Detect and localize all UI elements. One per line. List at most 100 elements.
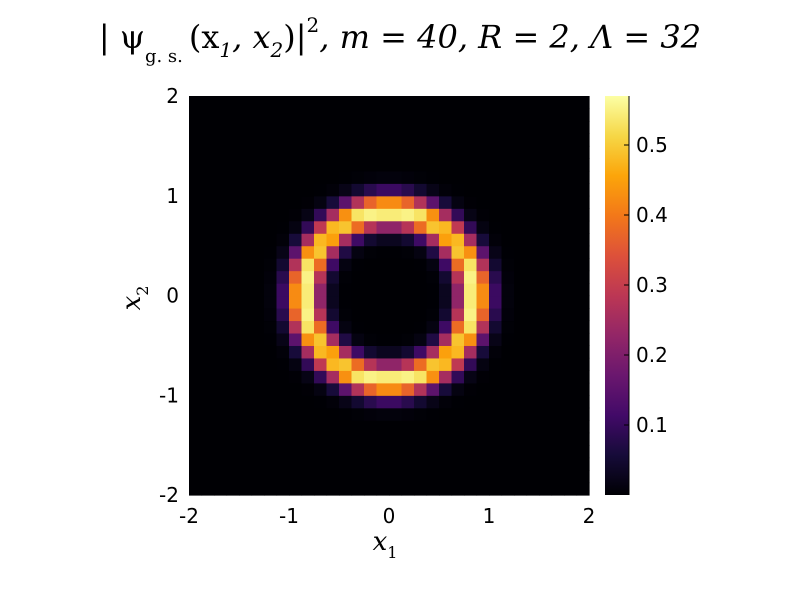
heatmap-cell: [414, 145, 428, 159]
heatmap-cell: [314, 345, 328, 359]
heatmap-cell: [514, 295, 528, 309]
heatmap-cell: [339, 283, 353, 297]
heatmap-cell: [426, 357, 440, 371]
heatmap-cell: [464, 320, 478, 334]
heatmap-cell: [214, 407, 228, 421]
heatmap-cell: [264, 457, 278, 471]
heatmap-cell: [426, 345, 440, 359]
heatmap-cell: [476, 357, 490, 371]
heatmap-cell: [576, 283, 590, 297]
heatmap-cell: [539, 145, 553, 159]
heatmap-cell: [401, 270, 415, 284]
y-axis-label: x2: [117, 286, 152, 311]
heatmap-cell: [576, 395, 590, 409]
heatmap-cell: [214, 432, 228, 446]
heatmap-cell: [189, 258, 203, 272]
heatmap-cell: [439, 270, 453, 284]
heatmap-cell: [364, 133, 378, 147]
heatmap-cell: [489, 370, 503, 384]
heatmap-cell: [276, 370, 290, 384]
heatmap-cell: [276, 96, 290, 110]
heatmap-cell: [251, 307, 265, 322]
heatmap-cell: [201, 283, 215, 297]
heatmap-cell: [376, 270, 390, 284]
heatmap-cell: [539, 170, 553, 184]
heatmap-cell: [226, 170, 240, 184]
heatmap-cell: [564, 432, 578, 446]
heatmap-cell: [264, 445, 278, 459]
heatmap-cell: [551, 258, 565, 272]
title-prefix: | ψ: [99, 18, 145, 56]
heatmap-cell: [526, 395, 540, 409]
heatmap-cell: [551, 120, 565, 135]
heatmap-cell: [314, 133, 328, 147]
heatmap-cell: [364, 445, 378, 459]
heatmap-cell: [351, 245, 365, 259]
heatmap-cell: [451, 332, 465, 346]
heatmap-cell: [551, 407, 565, 421]
heatmap-cell: [414, 120, 428, 135]
heatmap-cell: [301, 407, 315, 421]
heatmap-cell: [551, 195, 565, 209]
heatmap-cell: [351, 233, 365, 247]
heatmap-cell: [189, 270, 203, 284]
heatmap-cell: [289, 120, 303, 135]
heatmap-cell: [376, 96, 390, 110]
heatmap-cell: [251, 420, 265, 434]
heatmap-cell: [214, 482, 228, 496]
heatmap-cell: [189, 307, 203, 322]
heatmap-cell: [326, 382, 340, 396]
heatmap-cell: [376, 320, 390, 334]
heatmap-cell: [226, 482, 240, 496]
heatmap-cell: [539, 120, 553, 135]
heatmap-cell: [226, 332, 240, 346]
heatmap-cell: [264, 320, 278, 334]
heatmap-cell: [526, 482, 540, 496]
heatmap-cell: [351, 420, 365, 434]
heatmap-cell: [476, 457, 490, 471]
heatmap-cell: [376, 208, 390, 222]
heatmap-cell: [451, 245, 465, 259]
heatmap-cell: [401, 345, 415, 359]
heatmap-cell: [451, 208, 465, 222]
heatmap-cell: [189, 120, 203, 135]
heatmap-cell: [289, 370, 303, 384]
heatmap-cell: [189, 96, 203, 110]
heatmap-cell: [464, 370, 478, 384]
heatmap-cell: [339, 195, 353, 209]
heatmap-cell: [576, 220, 590, 234]
heatmap-cell: [251, 332, 265, 346]
heatmap-cell: [239, 357, 253, 371]
heatmap-cell: [576, 108, 590, 122]
heatmap-cell: [564, 183, 578, 197]
heatmap-cell: [314, 420, 328, 434]
heatmap-cell: [476, 170, 490, 184]
heatmap-cell: [364, 270, 378, 284]
heatmap-cell: [239, 96, 253, 110]
heatmap-cell: [289, 357, 303, 371]
heatmap-cell: [201, 96, 215, 110]
heatmap-cell: [389, 357, 403, 371]
heatmap-cell: [476, 332, 490, 346]
heatmap-cell: [376, 395, 390, 409]
heatmap-cell: [564, 258, 578, 272]
heatmap-cell: [439, 345, 453, 359]
heatmap-cell: [476, 283, 490, 297]
heatmap-cell: [451, 370, 465, 384]
heatmap-cell: [539, 407, 553, 421]
heatmap-cell: [239, 395, 253, 409]
heatmap-cell: [226, 120, 240, 135]
heatmap-cell: [489, 270, 503, 284]
heatmap-cell: [439, 370, 453, 384]
heatmap-cell: [226, 145, 240, 159]
heatmap-cell: [426, 233, 440, 247]
heatmap-cell: [301, 133, 315, 147]
heatmap-cell: [551, 320, 565, 334]
heatmap-cell: [576, 270, 590, 284]
heatmap-cell: [214, 382, 228, 396]
heatmap-cell: [314, 295, 328, 309]
heatmap-cell: [201, 183, 215, 197]
heatmap-cell: [264, 432, 278, 446]
heatmap-cell: [351, 133, 365, 147]
heatmap-cell: [364, 357, 378, 371]
